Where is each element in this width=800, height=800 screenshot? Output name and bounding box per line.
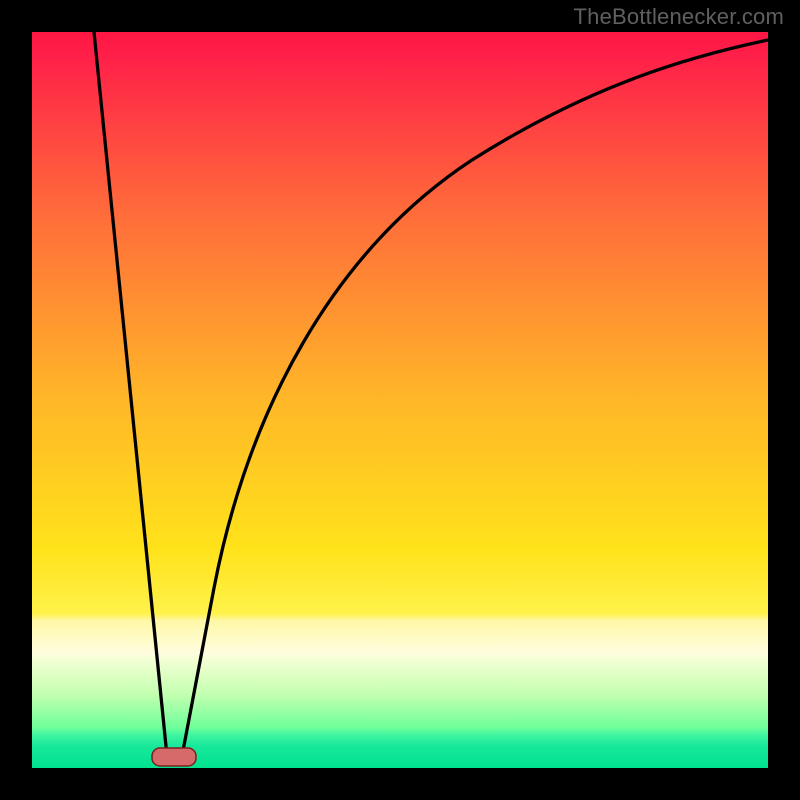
- bottleneck-marker: [152, 748, 196, 766]
- curve-right: [182, 40, 768, 756]
- plot-area: [32, 32, 768, 768]
- chart-frame: TheBottlenecker.com: [0, 0, 800, 800]
- curve-layer: [32, 32, 768, 768]
- curve-left: [94, 32, 167, 756]
- watermark-text: TheBottlenecker.com: [574, 4, 784, 30]
